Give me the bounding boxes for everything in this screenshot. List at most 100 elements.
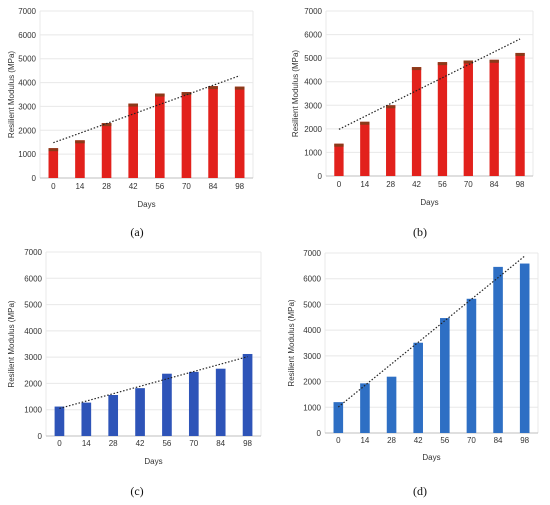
xtick-label-b-4: 56 <box>438 180 447 189</box>
y-axis-title-b: Resilient Modulus (MPa) <box>291 50 300 137</box>
bar-cap-b-42 <box>411 67 422 71</box>
bar-a-84 <box>208 86 218 178</box>
chart-b-svg: 0 1000 2000 3000 4000 5000 6000 7000 0 14 28 42 56 70… <box>291 7 534 207</box>
bar-c-98 <box>242 353 253 436</box>
bar-c-14 <box>81 402 92 436</box>
trendline-a <box>53 75 240 144</box>
bar-cap-a-42 <box>128 103 138 107</box>
bar-d-70 <box>466 298 477 433</box>
ytick-label-d-3: 3000 <box>303 352 321 361</box>
bar-c-0 <box>54 406 65 436</box>
bar-a-70 <box>181 92 192 178</box>
ytick-label-d-1: 1000 <box>303 403 321 412</box>
xtick-label-c-0: 0 <box>57 439 62 448</box>
xtick-label-a-1: 14 <box>75 182 84 191</box>
xtick-label-a-0: 0 <box>51 182 56 191</box>
bar-b-42 <box>411 67 422 176</box>
y-axis-title-d: Resilient Modulus (MPa) <box>287 299 296 386</box>
bar-b-84 <box>489 59 499 176</box>
xtick-label-b-5: 70 <box>464 180 473 189</box>
xtick-label-a-5: 70 <box>182 182 191 191</box>
ytick-label-c-4: 4000 <box>24 327 42 336</box>
chart-a-svg: 0 1000 2000 3000 4000 5000 6000 7000 0 14 28 42 56 70… <box>7 7 254 209</box>
bar-b-56 <box>437 62 448 176</box>
bar-c-84 <box>215 368 226 436</box>
xtick-label-d-3: 42 <box>414 436 423 445</box>
bar-a-0 <box>48 148 59 178</box>
bar-cap-b-98 <box>515 52 525 56</box>
bar-cap-a-0 <box>48 148 59 152</box>
bar-cap-a-84 <box>208 86 218 90</box>
ytick-label-b-7: 7000 <box>304 7 322 16</box>
bar-cap-b-28 <box>386 105 396 109</box>
ytick-label-c-3: 3000 <box>24 353 42 362</box>
ytick-label-b-5: 5000 <box>304 54 322 63</box>
xtick-label-b-2: 28 <box>386 180 395 189</box>
bar-b-70 <box>463 60 473 176</box>
bar-a-42 <box>128 103 138 178</box>
xtick-label-a-4: 56 <box>155 182 164 191</box>
bar-a-98 <box>234 86 245 178</box>
ytick-label-a-2: 2000 <box>18 126 36 135</box>
bar-c-28 <box>108 394 119 436</box>
bar-d-42 <box>413 342 423 433</box>
xtick-label-b-3: 42 <box>412 180 421 189</box>
bar-c-70 <box>188 371 199 436</box>
ytick-label-b-1: 1000 <box>304 148 322 157</box>
xtick-label-c-6: 84 <box>216 439 225 448</box>
panel-label-a: (a) <box>130 225 144 239</box>
x-axis-title-c: Days <box>144 457 162 466</box>
ytick-label-d-4: 4000 <box>303 326 321 335</box>
ytick-label-c-7: 7000 <box>24 248 42 257</box>
bar-cap-b-56 <box>437 62 448 66</box>
panel-label-b: (b) <box>413 225 427 239</box>
xtick-label-c-4: 56 <box>162 439 171 448</box>
xtick-label-d-0: 0 <box>336 436 341 445</box>
xtick-label-d-4: 56 <box>440 436 449 445</box>
bar-b-28 <box>386 105 396 176</box>
xtick-label-d-5: 70 <box>467 436 476 445</box>
xtick-label-c-5: 70 <box>189 439 198 448</box>
bar-c-56 <box>162 373 172 436</box>
bar-d-84 <box>493 266 503 433</box>
ytick-label-a-6: 6000 <box>18 31 36 40</box>
ytick-label-b-2: 2000 <box>304 125 322 134</box>
xtick-label-d-7: 98 <box>520 436 529 445</box>
bar-a-56 <box>155 93 165 178</box>
xtick-label-b-0: 0 <box>337 180 342 189</box>
y-axis-title-a: Resilient Modulus (MPa) <box>7 51 16 138</box>
xtick-label-c-2: 28 <box>109 439 118 448</box>
bar-a-14 <box>75 140 85 178</box>
ytick-label-d-7: 7000 <box>303 249 321 258</box>
bar-b-98 <box>515 52 525 177</box>
bar-d-28 <box>386 376 397 433</box>
xtick-label-d-2: 28 <box>387 436 396 445</box>
bar-b-14 <box>360 121 370 176</box>
trendline-c <box>59 356 248 410</box>
xtick-label-c-3: 42 <box>136 439 145 448</box>
ytick-label-c-0: 0 <box>38 432 43 441</box>
chart-c-svg: 0 1000 2000 3000 4000 5000 6000 7000 0 14 28 42 56 70… <box>7 248 262 466</box>
x-axis-title-b: Days <box>420 198 438 207</box>
bar-d-0 <box>333 402 344 433</box>
xtick-label-a-3: 42 <box>129 182 138 191</box>
bar-c-42 <box>135 388 145 436</box>
ytick-label-b-0: 0 <box>318 172 323 181</box>
panel-label-c: (c) <box>130 484 144 498</box>
trendline-b <box>338 38 521 130</box>
y-axis-title-c: Resilient Modulus (MPa) <box>7 300 16 387</box>
ytick-label-c-5: 5000 <box>24 301 42 310</box>
bar-cap-a-14 <box>75 140 85 144</box>
xtick-label-d-6: 84 <box>494 436 503 445</box>
bar-cap-b-70 <box>463 60 473 64</box>
ytick-label-d-5: 5000 <box>303 300 321 309</box>
bar-cap-b-14 <box>360 121 370 125</box>
bar-cap-a-98 <box>234 86 245 90</box>
bar-d-56 <box>440 318 450 433</box>
bar-d-14 <box>360 383 370 433</box>
chart-panel-c: 0 1000 2000 3000 4000 5000 6000 7000 0 14 28 42 56 70… <box>0 240 275 470</box>
x-axis-title-a: Days <box>137 200 155 209</box>
xtick-label-c-1: 14 <box>82 439 91 448</box>
xtick-label-a-2: 28 <box>102 182 111 191</box>
ytick-label-c-1: 1000 <box>24 406 42 415</box>
